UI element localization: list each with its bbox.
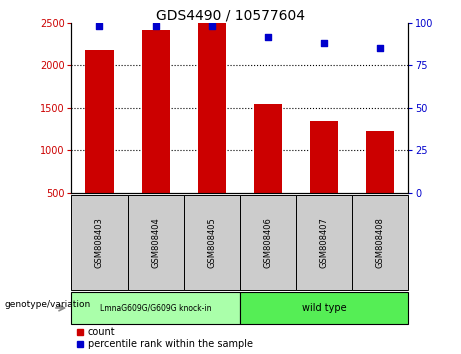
Point [376, 46, 384, 51]
Bar [310, 121, 338, 193]
Text: GSM808405: GSM808405 [207, 217, 216, 268]
Point [152, 24, 160, 29]
Text: genotype/variation: genotype/variation [5, 300, 91, 309]
Bar [142, 30, 170, 193]
Text: LmnaG609G/G609G knock-in: LmnaG609G/G609G knock-in [100, 303, 211, 313]
Bar [366, 131, 394, 193]
Text: GSM808406: GSM808406 [263, 217, 272, 268]
Text: GSM808407: GSM808407 [319, 217, 328, 268]
Bar [254, 104, 282, 193]
Text: wild type: wild type [301, 303, 346, 313]
Bar [85, 50, 113, 193]
Bar [198, 18, 226, 193]
Text: GSM808408: GSM808408 [375, 217, 384, 268]
Point [320, 41, 327, 46]
Text: GSM808403: GSM808403 [95, 217, 104, 268]
Text: GDS4490 / 10577604: GDS4490 / 10577604 [156, 9, 305, 23]
Point [264, 34, 272, 39]
Text: GSM808404: GSM808404 [151, 217, 160, 268]
Legend: count, percentile rank within the sample: count, percentile rank within the sample [77, 327, 253, 349]
Point [208, 23, 215, 28]
Point [96, 24, 103, 29]
